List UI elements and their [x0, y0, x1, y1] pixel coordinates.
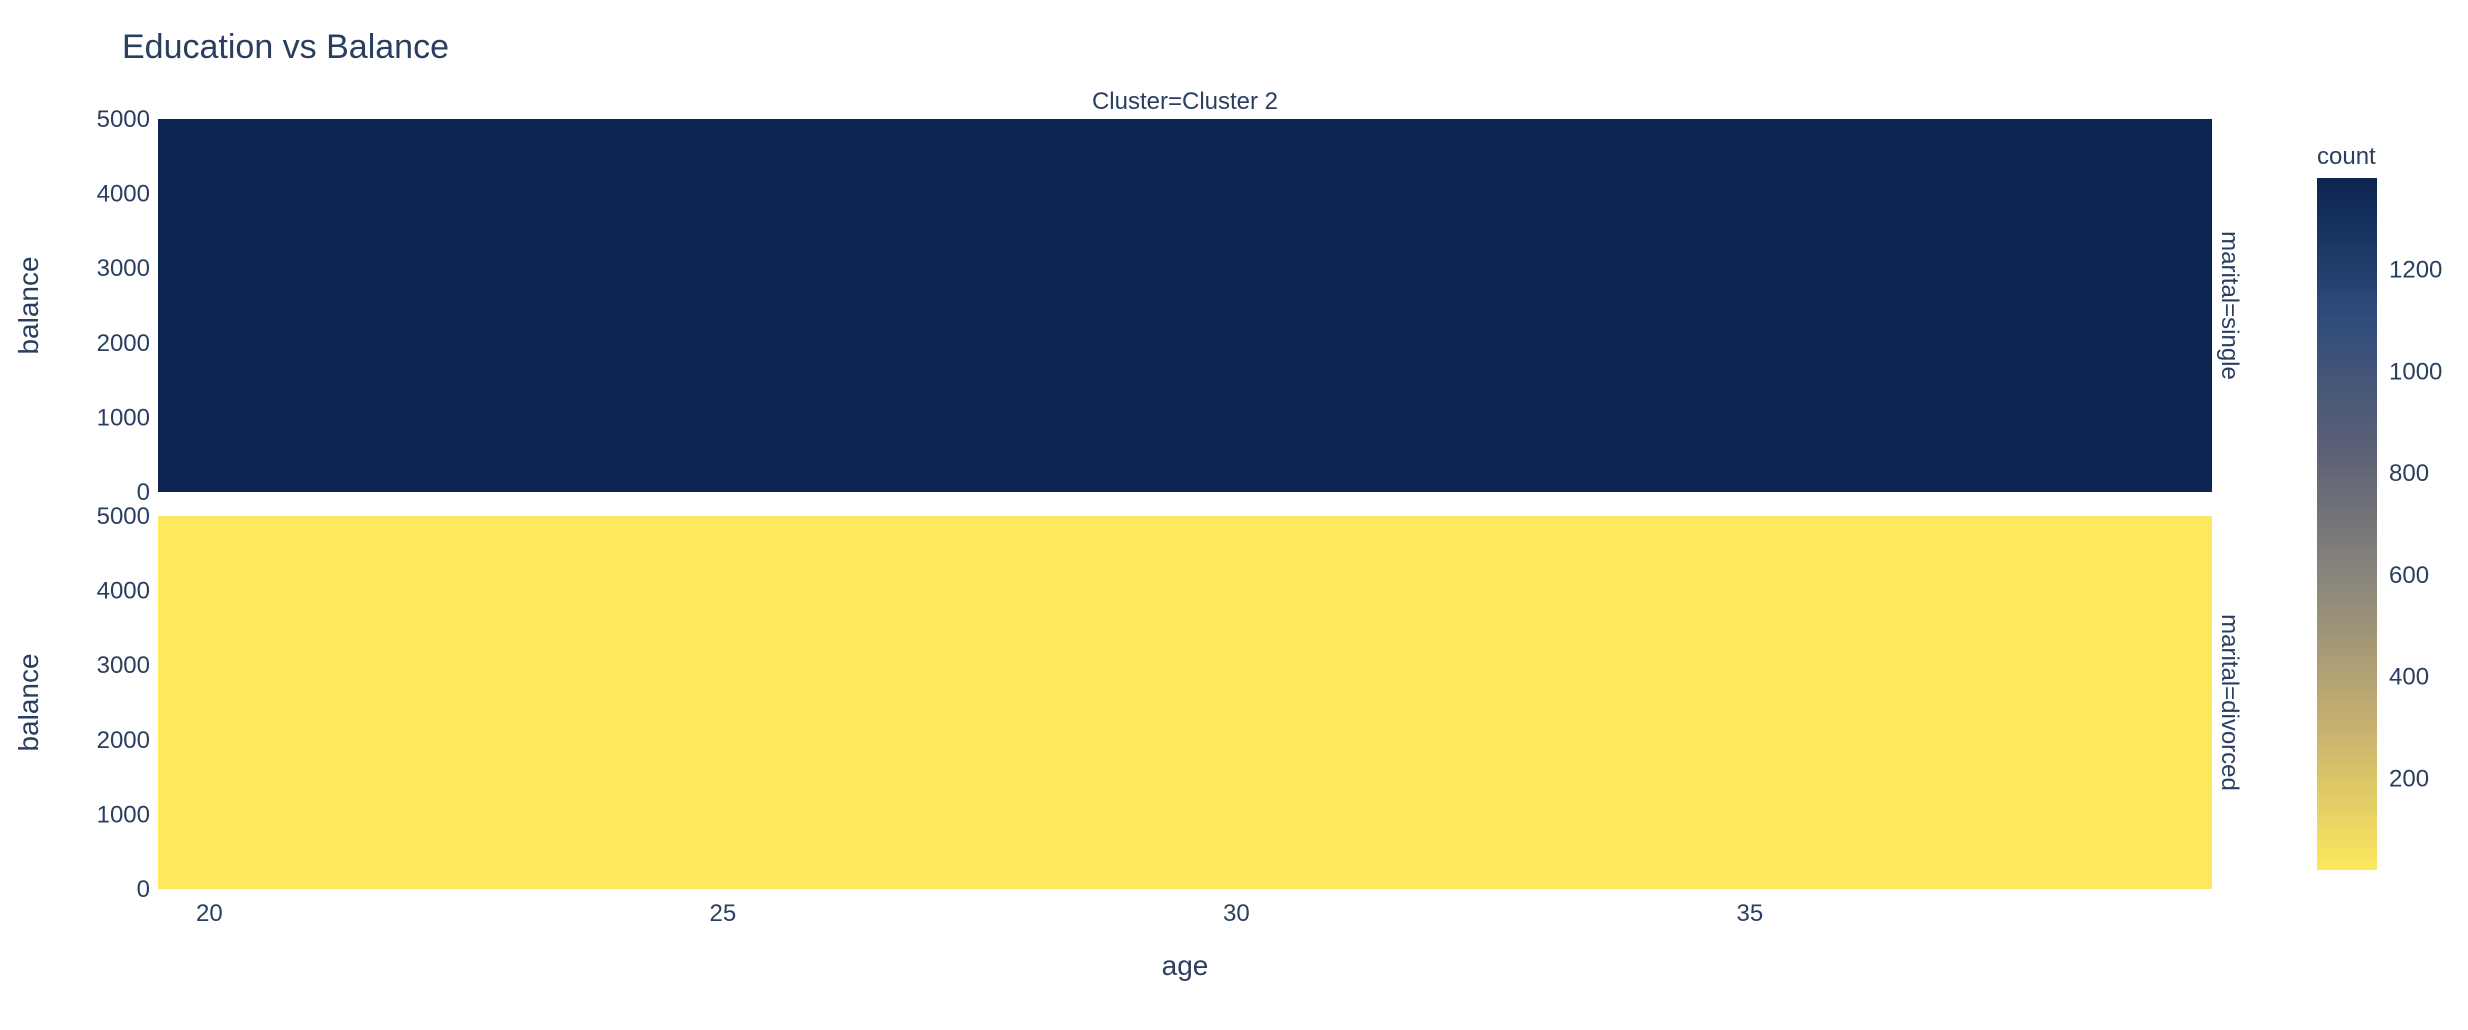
x-tick-label: 35 — [1736, 900, 1763, 927]
y-tick-label: 3000 — [97, 255, 150, 282]
y-tick-label: 0 — [137, 876, 150, 903]
colorbar-tick-label: 1000 — [2389, 358, 2442, 385]
colorbar-tick-label: 600 — [2389, 562, 2429, 589]
chart-title: Education vs Balance — [122, 28, 449, 66]
colorbar-tick-label: 800 — [2389, 460, 2429, 487]
y-tick-label: 1000 — [97, 801, 150, 828]
y-tick-label: 2000 — [97, 727, 150, 754]
y-axis-title: balance — [13, 653, 44, 751]
colorbar-tick-label: 200 — [2389, 765, 2429, 792]
colorbar: count 200 400 600 800 1000 1200 — [2317, 143, 2442, 870]
heatmap-panel: 0 1000 2000 3000 4000 5000 balance marital=sing… — [13, 106, 2243, 506]
heatmap-panel: 0 1000 2000 3000 4000 5000 balance marital=divo… — [13, 503, 2243, 903]
y-tick-label: 5000 — [97, 106, 150, 133]
colorbar-gradient — [2317, 178, 2377, 870]
x-tick-label: 25 — [709, 900, 736, 927]
y-tick-label: 0 — [137, 479, 150, 506]
colorbar-title: count — [2317, 143, 2376, 170]
facet-row-label: marital=divorced — [2216, 614, 2243, 791]
y-tick-label: 4000 — [97, 578, 150, 605]
heatmap-cell — [158, 516, 2212, 889]
x-tick-label: 20 — [196, 900, 223, 927]
facet-column-label: Cluster=Cluster 2 — [1092, 88, 1278, 115]
y-tick-label: 4000 — [97, 181, 150, 208]
y-tick-label: 1000 — [97, 404, 150, 431]
y-axis-title: balance — [13, 256, 44, 354]
colorbar-tick-label: 1200 — [2389, 257, 2442, 284]
facet-row-label: marital=single — [2216, 231, 2243, 380]
x-tick-label: 30 — [1223, 900, 1250, 927]
y-tick-label: 3000 — [97, 652, 150, 679]
heatmap-cell — [158, 119, 2212, 492]
colorbar-tick-label: 400 — [2389, 664, 2429, 691]
x-axis-title: age — [1162, 950, 1209, 981]
y-tick-label: 5000 — [97, 503, 150, 530]
y-tick-label: 2000 — [97, 330, 150, 357]
